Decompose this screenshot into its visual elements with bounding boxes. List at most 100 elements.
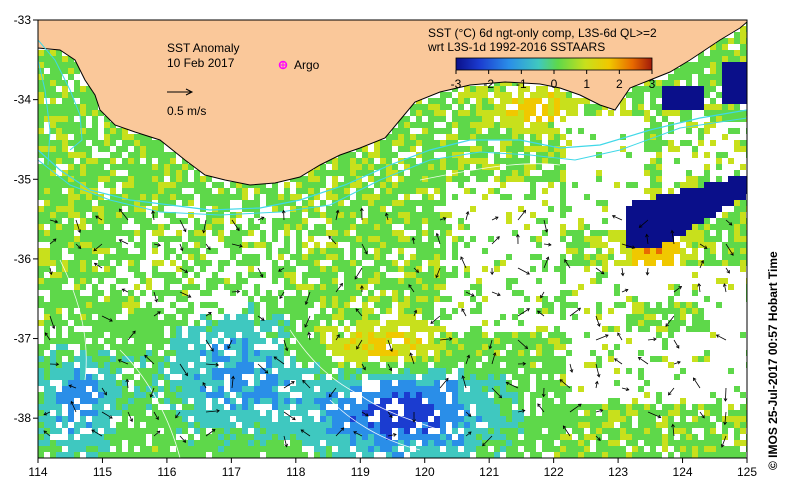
- sst-pixel: [422, 188, 428, 194]
- sst-pixel: [440, 254, 446, 260]
- sst-pixel: [572, 302, 578, 308]
- sst-pixel: [344, 206, 350, 212]
- sst-pixel: [530, 428, 536, 434]
- sst-pixel: [614, 452, 620, 458]
- sst-pixel: [98, 110, 104, 116]
- sst-pixel: [92, 266, 98, 272]
- sst-pixel: [92, 206, 98, 212]
- sst-pixel: [74, 200, 80, 206]
- sst-pixel: [728, 410, 734, 416]
- sst-pixel: [218, 230, 224, 236]
- sst-pixel: [212, 368, 218, 374]
- sst-pixel: [674, 308, 680, 314]
- sst-pixel: [272, 350, 278, 356]
- velocity-arrow-head: [411, 236, 416, 241]
- sst-pixel: [134, 326, 140, 332]
- sst-pixel: [206, 176, 212, 182]
- sst-pixel: [314, 404, 320, 410]
- sst-pixel: [662, 230, 668, 236]
- velocity-arrow: [361, 363, 366, 370]
- sst-pixel: [374, 242, 380, 248]
- sst-pixel: [656, 254, 662, 260]
- sst-pixel: [158, 338, 164, 344]
- sst-pixel: [104, 206, 110, 212]
- sst-pixel: [188, 350, 194, 356]
- sst-pixel: [158, 164, 164, 170]
- sst-pixel: [296, 194, 302, 200]
- sst-pixel: [164, 416, 170, 422]
- velocity-arrow-head: [278, 268, 282, 272]
- sst-pixel: [344, 152, 350, 158]
- sst-pixel: [710, 74, 716, 80]
- sst-pixel: [56, 200, 62, 206]
- sst-pixel: [566, 206, 572, 212]
- sst-pixel: [464, 128, 470, 134]
- sst-pixel: [548, 434, 554, 440]
- sst-pixel: [686, 182, 692, 188]
- sst-pixel: [506, 356, 512, 362]
- sst-pixel: [80, 284, 86, 290]
- sst-pixel: [242, 242, 248, 248]
- sst-pixel: [98, 158, 104, 164]
- sst-pixel: [344, 308, 350, 314]
- sst-pixel: [404, 374, 410, 380]
- sst-pixel: [236, 362, 242, 368]
- sst-pixel: [416, 416, 422, 422]
- sst-pixel: [404, 188, 410, 194]
- sst-pixel: [62, 98, 68, 104]
- sst-pixel: [296, 332, 302, 338]
- sst-pixel: [722, 188, 728, 194]
- sst-pixel: [50, 356, 56, 362]
- sst-pixel: [572, 110, 578, 116]
- sst-pixel: [194, 338, 200, 344]
- sst-pixel: [716, 410, 722, 416]
- sst-pixel: [500, 92, 506, 98]
- sst-pixel: [212, 434, 218, 440]
- sst-pixel: [470, 440, 476, 446]
- sst-pixel: [668, 326, 674, 332]
- sst-pixel: [56, 398, 62, 404]
- sst-pixel: [440, 314, 446, 320]
- sst-pixel: [266, 374, 272, 380]
- sst-pixel: [128, 326, 134, 332]
- sst-pixel: [254, 314, 260, 320]
- sst-pixel: [668, 242, 674, 248]
- sst-pixel: [398, 140, 404, 146]
- sst-pixel: [452, 152, 458, 158]
- sst-pixel: [668, 194, 674, 200]
- sst-pixel: [362, 194, 368, 200]
- sst-pixel: [146, 170, 152, 176]
- sst-pixel: [470, 188, 476, 194]
- sst-pixel: [518, 128, 524, 134]
- sst-pixel: [266, 296, 272, 302]
- sst-pixel: [62, 386, 68, 392]
- sst-pixel: [740, 80, 746, 86]
- sst-pixel: [506, 194, 512, 200]
- sst-pixel: [590, 110, 596, 116]
- sst-pixel: [242, 428, 248, 434]
- sst-pixel: [722, 200, 728, 206]
- sst-pixel: [428, 212, 434, 218]
- sst-pixel: [140, 428, 146, 434]
- sst-pixel: [716, 200, 722, 206]
- sst-pixel: [464, 398, 470, 404]
- sst-pixel: [224, 410, 230, 416]
- sst-pixel: [686, 104, 692, 110]
- sst-pixel: [248, 434, 254, 440]
- sst-pixel: [740, 416, 746, 422]
- sst-pixel: [548, 440, 554, 446]
- sst-pixel: [524, 158, 530, 164]
- sst-pixel: [182, 320, 188, 326]
- sst-pixel: [80, 260, 86, 266]
- sst-pixel: [188, 230, 194, 236]
- sst-pixel: [224, 260, 230, 266]
- sst-pixel: [734, 86, 740, 92]
- sst-pixel: [722, 218, 728, 224]
- sst-pixel: [728, 416, 734, 422]
- sst-pixel: [368, 176, 374, 182]
- sst-pixel: [368, 308, 374, 314]
- sst-pixel: [500, 158, 506, 164]
- sst-pixel: [596, 248, 602, 254]
- sst-pixel: [356, 290, 362, 296]
- sst-pixel: [56, 158, 62, 164]
